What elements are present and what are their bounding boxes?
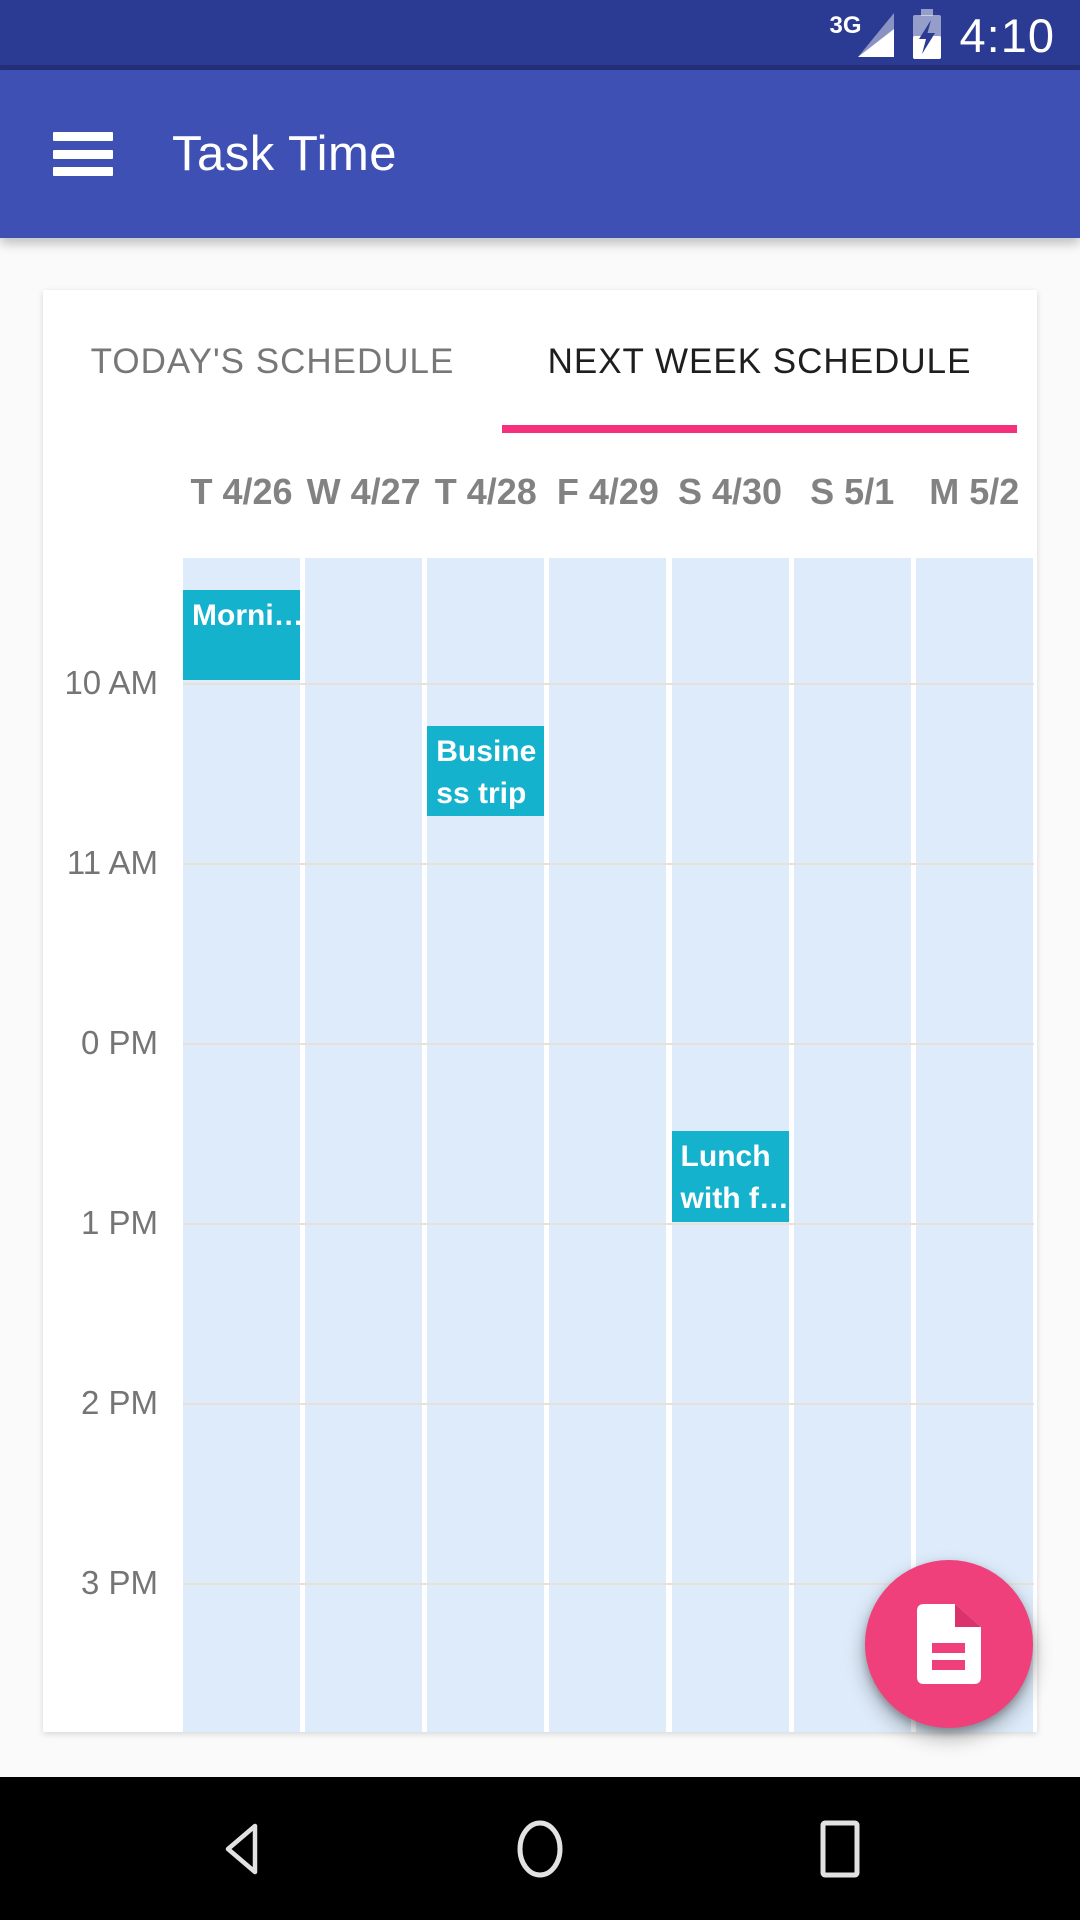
tab-todays-schedule[interactable]: TODAY'S SCHEDULE bbox=[43, 290, 502, 433]
signal-triangle-icon bbox=[857, 13, 894, 57]
day-column-4/27[interactable] bbox=[305, 558, 423, 1732]
event-block[interactable]: Morni… bbox=[183, 590, 300, 680]
day-header-5/1: S 5/1 bbox=[810, 471, 895, 512]
event-block[interactable]: Busine ss trip bbox=[427, 726, 545, 816]
nav-recents-button[interactable] bbox=[818, 1819, 862, 1879]
day-header-4/29: F 4/29 bbox=[556, 471, 659, 512]
event-title-line: with f… bbox=[680, 1182, 789, 1215]
week-grid: Morni… Busine ss trip Lunch with f… bbox=[183, 558, 1034, 1732]
event-block[interactable]: Lunch with f… bbox=[671, 1131, 789, 1222]
hour-gridline bbox=[183, 1043, 1034, 1045]
day-column-4/26[interactable] bbox=[183, 558, 300, 1732]
app-bar: Task Time bbox=[0, 70, 1080, 238]
event-title-line: Morni… bbox=[192, 599, 300, 632]
time-label: 1 PM bbox=[80, 1204, 158, 1241]
tab-next-week-schedule[interactable]: NEXT WEEK SCHEDULE bbox=[502, 290, 1017, 433]
add-note-fab[interactable] bbox=[865, 1560, 1033, 1728]
status-time: 4:10 bbox=[959, 8, 1055, 62]
home-circle-icon bbox=[517, 1820, 563, 1877]
tab-bar: TODAY'S SCHEDULE NEXT WEEK SCHEDULE bbox=[43, 290, 1017, 433]
tab-label: NEXT WEEK SCHEDULE bbox=[547, 341, 972, 381]
day-column-5/1[interactable] bbox=[793, 558, 911, 1732]
status-cluster: 3G 4:10 bbox=[830, 0, 1055, 70]
time-label: 3 PM bbox=[80, 1564, 158, 1601]
tab-indicator bbox=[502, 425, 1017, 433]
event-title-line: Busine bbox=[436, 735, 537, 768]
day-header-4/27: W 4/27 bbox=[306, 471, 421, 512]
day-header-5/2: M 5/2 bbox=[929, 471, 1020, 512]
recents-square-icon bbox=[820, 1820, 860, 1877]
event-title-line: ss trip bbox=[436, 777, 527, 810]
event-title-line: Lunch bbox=[680, 1140, 771, 1173]
time-label: 2 PM bbox=[80, 1384, 158, 1421]
status-bar: 3G 4:10 bbox=[0, 0, 1080, 70]
day-header-4/26: T 4/26 bbox=[190, 471, 293, 512]
schedule-card: TODAY'S SCHEDULE NEXT WEEK SCHEDULE T 4/… bbox=[43, 290, 1037, 1732]
network-type-label: 3G bbox=[829, 12, 862, 39]
hour-gridline bbox=[183, 683, 1034, 685]
hour-gridline bbox=[183, 863, 1034, 865]
cellular-signal-icon: 3G bbox=[830, 10, 894, 60]
hour-gridline bbox=[183, 1223, 1034, 1225]
battery-charging-icon bbox=[911, 9, 943, 61]
day-header-4/28: T 4/28 bbox=[434, 471, 537, 512]
time-label: 11 AM bbox=[66, 844, 158, 881]
time-label: 10 AM bbox=[64, 664, 158, 701]
time-label: 0 PM bbox=[80, 1024, 158, 1061]
day-column-5/2[interactable] bbox=[915, 558, 1033, 1732]
hour-gridline bbox=[183, 1403, 1034, 1405]
nav-back-button[interactable] bbox=[219, 1819, 263, 1879]
nav-home-button[interactable] bbox=[514, 1819, 566, 1879]
note-document-icon bbox=[917, 1604, 981, 1684]
app-title: Task Time bbox=[172, 127, 398, 181]
android-nav-bar bbox=[0, 1777, 1080, 1920]
day-column-4/29[interactable] bbox=[549, 558, 667, 1732]
tab-label: TODAY'S SCHEDULE bbox=[90, 341, 455, 381]
back-triangle-icon bbox=[225, 1823, 258, 1874]
hamburger-menu-icon[interactable] bbox=[53, 132, 113, 176]
day-header-4/30: S 4/30 bbox=[678, 471, 783, 512]
hour-gridline bbox=[183, 1583, 1034, 1585]
